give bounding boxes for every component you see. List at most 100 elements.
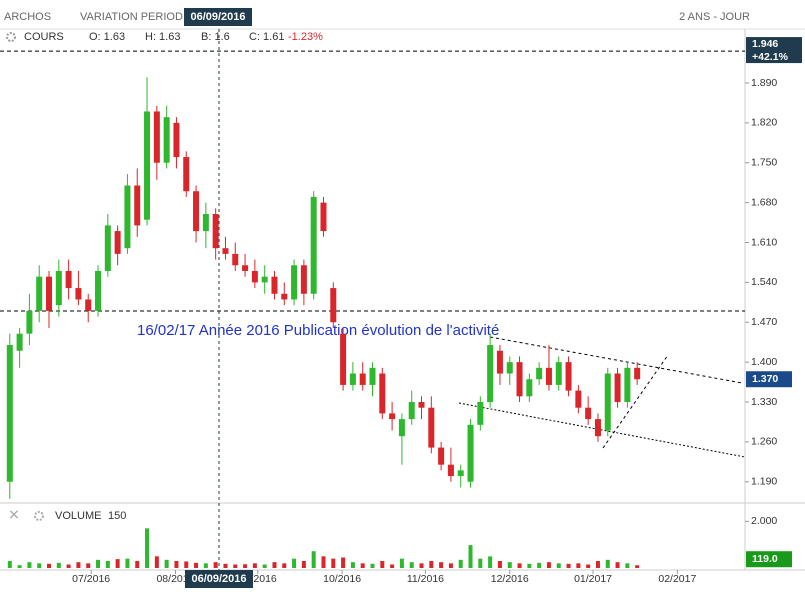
- volume-bar: [262, 564, 267, 568]
- volume-bar: [439, 562, 444, 568]
- volume-bar: [203, 563, 208, 568]
- settings-icon[interactable]: [34, 511, 44, 521]
- volume-bar: [125, 558, 130, 568]
- candle-body: [516, 362, 523, 397]
- volume-bar: [537, 562, 542, 568]
- volume-bar: [615, 562, 620, 568]
- candle-body: [320, 202, 327, 232]
- candle-body: [467, 424, 474, 482]
- trend-line: [458, 402, 746, 458]
- candle-body: [340, 333, 347, 385]
- volume-bar: [448, 563, 453, 568]
- candle-body: [46, 276, 53, 311]
- mode[interactable]: VARIATION PERIOD: [80, 11, 183, 23]
- candle-body: [232, 253, 239, 266]
- candle-body: [349, 373, 356, 385]
- trend-line: [602, 354, 669, 449]
- volume-bar: [213, 562, 218, 568]
- y-tick-label: 1.680: [751, 196, 777, 208]
- x-tick-label: 12/2016: [491, 573, 529, 585]
- volume-bar: [595, 561, 600, 568]
- volume-bar: [360, 563, 365, 568]
- candle-body: [291, 265, 298, 300]
- volume-bar: [194, 562, 199, 568]
- y-tick-label: 1.470: [751, 316, 777, 328]
- candle-body: [134, 185, 141, 226]
- volume-bar: [625, 563, 630, 568]
- y-tick-label: 1.890: [751, 77, 777, 89]
- settings-icon[interactable]: [6, 32, 16, 42]
- volume-bar: [47, 563, 52, 568]
- candle-body: [242, 265, 249, 271]
- x-tick-label: 10/2016: [323, 573, 361, 585]
- volume-bar: [419, 563, 424, 568]
- candle-body: [604, 373, 611, 431]
- y-tick-label: 1.540: [751, 276, 777, 288]
- high-tag-change: +42.1%: [752, 51, 789, 63]
- volume-title: VOLUME: [55, 510, 101, 522]
- candle-body: [526, 379, 533, 397]
- volume-bar: [468, 545, 473, 568]
- candle-body: [144, 111, 151, 220]
- candle-body: [173, 122, 180, 158]
- volume-bar: [331, 558, 336, 568]
- volume-bar: [586, 564, 591, 568]
- candle-body: [65, 270, 72, 289]
- volume-bar: [243, 564, 248, 568]
- volume-value: 150: [108, 510, 126, 522]
- candle-body: [457, 470, 464, 477]
- candle-body: [555, 362, 562, 385]
- volume-bar: [233, 564, 238, 568]
- ohlc-change: -1.23%: [288, 31, 323, 43]
- volume-bar: [154, 556, 159, 568]
- candle-body: [477, 402, 484, 425]
- candle-body: [506, 362, 513, 374]
- volume-bar: [7, 561, 12, 568]
- period[interactable]: 2 ANS - JOUR: [679, 11, 750, 23]
- volume-bar: [497, 561, 502, 568]
- x-tick-label: 01/2017: [574, 573, 612, 585]
- candle-body: [114, 231, 121, 254]
- candle-body: [594, 419, 601, 437]
- volume-bar: [311, 551, 316, 568]
- volume-bar: [292, 558, 297, 568]
- high-tag-label: 1.946: [752, 38, 778, 50]
- last-tag: [746, 551, 792, 568]
- volume-bar: [458, 559, 463, 568]
- candle-body: [300, 265, 307, 294]
- volume-bar: [576, 563, 581, 568]
- volume-bar: [282, 563, 287, 568]
- volume-bar: [164, 559, 169, 568]
- candle-body: [379, 373, 386, 414]
- volume-bar: [507, 562, 512, 568]
- volume-bar: [478, 558, 483, 568]
- y-tick-label: 2.000: [751, 515, 777, 527]
- candle-body: [418, 402, 425, 408]
- volume-bar: [145, 528, 150, 568]
- last-tag-label: 1.370: [752, 373, 778, 385]
- ohlc-open: O: 1.63: [89, 31, 125, 43]
- volume-bar: [184, 561, 189, 568]
- volume-bar: [37, 563, 42, 568]
- ohlc-high: H: 1.63: [145, 31, 180, 43]
- candle-body: [565, 362, 572, 391]
- candle-body: [212, 214, 219, 249]
- candle-body: [16, 333, 23, 351]
- ohlc-close: C: 1.61: [249, 31, 284, 43]
- volume-bar: [517, 563, 522, 568]
- series-name: COURS: [24, 31, 64, 43]
- y-tick-label: 1.750: [751, 157, 777, 169]
- candle-body: [359, 373, 366, 385]
- candle-body: [85, 299, 92, 311]
- close-icon[interactable]: ✕: [8, 507, 20, 523]
- x-tick-label: 07/2016: [72, 573, 110, 585]
- candle-body: [153, 111, 160, 163]
- volume-bar: [174, 561, 179, 568]
- candle-body: [26, 310, 33, 334]
- volume-bar: [76, 562, 81, 568]
- volume-bar: [350, 562, 355, 568]
- volume-bar: [635, 565, 640, 568]
- y-tick-label: 1.400: [751, 356, 777, 368]
- candle-body: [389, 413, 396, 420]
